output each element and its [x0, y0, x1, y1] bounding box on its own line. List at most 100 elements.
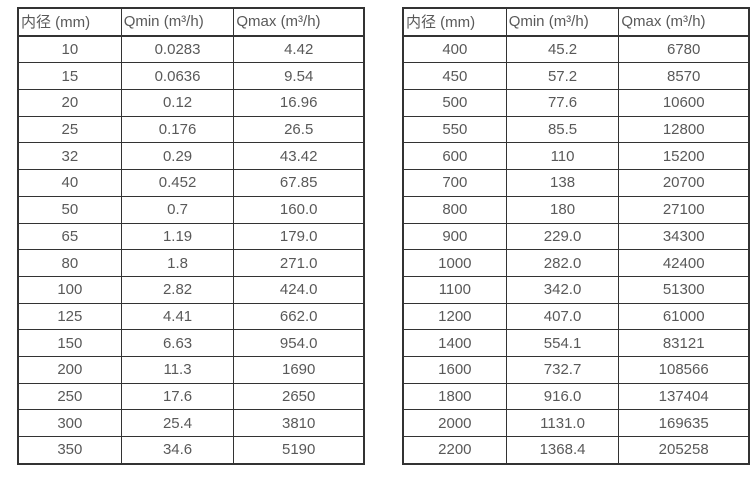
- table-row: 1600 732.7 108566: [402, 355, 750, 384]
- table-cell: 65: [17, 222, 122, 251]
- table-cell: 32: [17, 142, 122, 171]
- flow-range-tables: 内径 (mm) Qmin (m³/h) Qmax (m³/h) 10 0.0283 4.4…: [17, 7, 750, 465]
- table-row: 1100 342.0 51300: [402, 275, 750, 304]
- table-cell: 0.452: [120, 169, 235, 197]
- table-cell: 27100: [618, 195, 750, 224]
- table-cell: 662.0: [233, 302, 365, 331]
- table-row: 125 4.41 662.0: [17, 302, 365, 331]
- table-cell: 10600: [618, 89, 750, 117]
- table-row: 300 25.4 3810: [17, 409, 365, 437]
- table-row: 250 17.6 2650: [17, 382, 365, 411]
- table-row: 800 180 27100: [402, 195, 750, 224]
- table-cell: 282.0: [505, 249, 620, 277]
- table-row: 200 11.3 1690: [17, 355, 365, 384]
- table-cell: 0.0636: [120, 62, 235, 91]
- table-cell: 900: [402, 222, 507, 251]
- table-cell: 1600: [402, 355, 507, 384]
- column-header: Qmax (m³/h): [618, 7, 750, 37]
- table-row: 40 0.452 67.85: [17, 169, 365, 197]
- table-cell: 600: [402, 142, 507, 171]
- table-row: 1000 282.0 42400: [402, 249, 750, 277]
- table-cell: 342.0: [505, 275, 620, 304]
- table-cell: 1.19: [120, 222, 235, 251]
- table-cell: 9.54: [233, 62, 365, 91]
- table-row: 80 1.8 271.0: [17, 249, 365, 277]
- table-row: 450 57.2 8570: [402, 62, 750, 91]
- table-row: 25 0.176 26.5: [17, 115, 365, 144]
- table-cell: 2200: [402, 435, 507, 465]
- table-cell: 51300: [618, 275, 750, 304]
- table-cell: 108566: [618, 355, 750, 384]
- table-row: 32 0.29 43.42: [17, 142, 365, 171]
- column-header: Qmax (m³/h): [233, 7, 365, 37]
- column-header: Qmin (m³/h): [120, 7, 235, 37]
- table-cell: 3810: [233, 409, 365, 437]
- table-cell: 15200: [618, 142, 750, 171]
- table-cell: 1400: [402, 329, 507, 357]
- table-cell: 179.0: [233, 222, 365, 251]
- table-cell: 16.96: [233, 89, 365, 117]
- flow-range-table-large-diameters: 内径 (mm) Qmin (m³/h) Qmax (m³/h) 400 45.2 6780…: [402, 7, 750, 465]
- table-cell: 12800: [618, 115, 750, 144]
- table-cell: 34300: [618, 222, 750, 251]
- table-cell: 200: [17, 355, 122, 384]
- table-row: 2000 1131.0 169635: [402, 409, 750, 437]
- table-cell: 250: [17, 382, 122, 411]
- header-row: 内径 (mm) Qmin (m³/h) Qmax (m³/h): [17, 7, 365, 37]
- table-cell: 2650: [233, 382, 365, 411]
- table-cell: 4.41: [120, 302, 235, 331]
- table-cell: 1000: [402, 249, 507, 277]
- table-cell: 732.7: [505, 355, 620, 384]
- table-cell: 34.6: [120, 435, 235, 465]
- table-cell: 110: [505, 142, 620, 171]
- table-cell: 350: [17, 435, 122, 465]
- table-cell: 17.6: [120, 382, 235, 411]
- table-cell: 6.63: [120, 329, 235, 357]
- table-row: 1200 407.0 61000: [402, 302, 750, 331]
- table-row: 400 45.2 6780: [402, 35, 750, 64]
- table-cell: 5190: [233, 435, 365, 465]
- table-cell: 180: [505, 195, 620, 224]
- table-cell: 2000: [402, 409, 507, 437]
- table-cell: 42400: [618, 249, 750, 277]
- table-cell: 271.0: [233, 249, 365, 277]
- table-row: 600 110 15200: [402, 142, 750, 171]
- table-cell: 0.0283: [120, 35, 235, 64]
- table-cell: 4.42: [233, 35, 365, 64]
- table-cell: 57.2: [505, 62, 620, 91]
- header-row: 内径 (mm) Qmin (m³/h) Qmax (m³/h): [402, 7, 750, 37]
- table-cell: 450: [402, 62, 507, 91]
- table-row: 350 34.6 5190: [17, 435, 365, 465]
- table-cell: 6780: [618, 35, 750, 64]
- table-row: 100 2.82 424.0: [17, 275, 365, 304]
- table-cell: 85.5: [505, 115, 620, 144]
- table-cell: 25.4: [120, 409, 235, 437]
- table-cell: 20700: [618, 169, 750, 197]
- table-cell: 11.3: [120, 355, 235, 384]
- table-cell: 10: [17, 35, 122, 64]
- table-cell: 2.82: [120, 275, 235, 304]
- table-cell: 160.0: [233, 195, 365, 224]
- table-cell: 300: [17, 409, 122, 437]
- table-cell: 138: [505, 169, 620, 197]
- table-cell: 1.8: [120, 249, 235, 277]
- table-cell: 205258: [618, 435, 750, 465]
- table-cell: 1800: [402, 382, 507, 411]
- table-cell: 554.1: [505, 329, 620, 357]
- flow-range-table-small-diameters: 内径 (mm) Qmin (m³/h) Qmax (m³/h) 10 0.0283 4.4…: [17, 7, 365, 465]
- table-cell: 137404: [618, 382, 750, 411]
- table-row: 550 85.5 12800: [402, 115, 750, 144]
- table-cell: 916.0: [505, 382, 620, 411]
- table-cell: 83121: [618, 329, 750, 357]
- table-cell: 80: [17, 249, 122, 277]
- table-cell: 77.6: [505, 89, 620, 117]
- table-cell: 400: [402, 35, 507, 64]
- table-cell: 1131.0: [505, 409, 620, 437]
- table-cell: 40: [17, 169, 122, 197]
- table-cell: 229.0: [505, 222, 620, 251]
- table-cell: 1200: [402, 302, 507, 331]
- table-row: 500 77.6 10600: [402, 89, 750, 117]
- table-row: 50 0.7 160.0: [17, 195, 365, 224]
- table-cell: 43.42: [233, 142, 365, 171]
- table-cell: 26.5: [233, 115, 365, 144]
